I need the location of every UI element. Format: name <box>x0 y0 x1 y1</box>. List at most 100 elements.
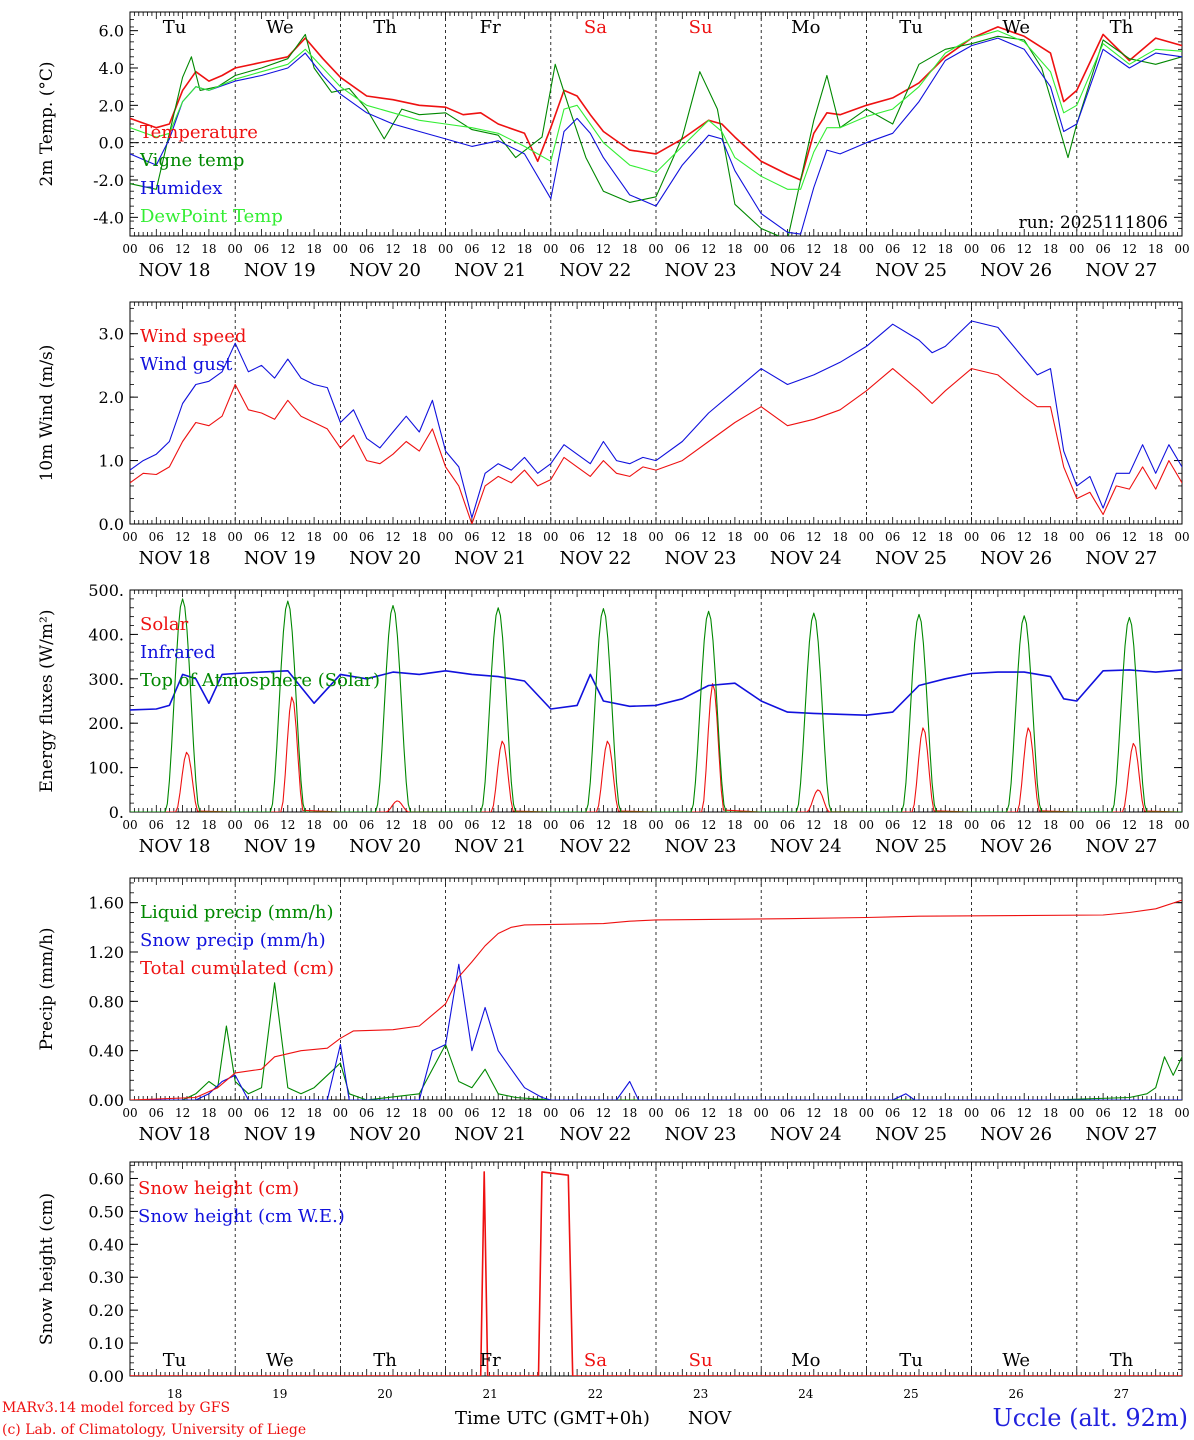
x-hour-tick-label: 00 <box>543 242 558 256</box>
x-hour-tick-label: 12 <box>596 1106 611 1120</box>
x-day-label: NOV 21 <box>454 260 526 281</box>
x-hour-tick-label: 12 <box>175 242 190 256</box>
x-day-label: NOV 18 <box>139 836 211 857</box>
x-hour-tick-label: 06 <box>1095 1106 1110 1120</box>
x-hour-tick-label: 18 <box>517 1106 532 1120</box>
series-line-wind-gust <box>130 320 1182 519</box>
x-hour-tick-label: 18 <box>727 818 742 832</box>
x-hour-tick-label: 12 <box>491 530 506 544</box>
x-hour-tick-label: 12 <box>175 530 190 544</box>
x-hour-tick-label: 06 <box>149 242 164 256</box>
panel-series <box>130 899 1182 1100</box>
x-hour-tick-label: 12 <box>806 530 821 544</box>
x-hour-tick-label: 18 <box>1148 818 1163 832</box>
x-hour-tick-label: 12 <box>385 242 400 256</box>
x-hour-tick-label: 18 <box>201 242 216 256</box>
x-hour-tick-label: 12 <box>175 1106 190 1120</box>
y-axis-label: Snow height (cm) <box>37 1193 57 1345</box>
x-hour-tick-label: 12 <box>806 1106 821 1120</box>
x-hour-tick-label: 06 <box>359 1106 374 1120</box>
weekday-label: We <box>266 17 294 38</box>
y-tick-label: 300. <box>88 670 124 689</box>
y-tick-label: 0.0 <box>99 134 124 153</box>
x-day-label: NOV 19 <box>244 1124 316 1145</box>
x-hour-tick-label: 18 <box>1043 530 1058 544</box>
x-hour-tick-label: 18 <box>622 1106 637 1120</box>
x-hour-tick-label: 00 <box>964 1106 979 1120</box>
y-tick-label: 0.10 <box>88 1334 124 1353</box>
x-hour-tick-label: 06 <box>149 818 164 832</box>
x-day-label: NOV 27 <box>1085 548 1157 569</box>
y-tick-label: 200. <box>88 714 124 733</box>
x-day-number-label: 23 <box>693 1387 708 1401</box>
series-line-liquid-precip-mm-h <box>130 982 1182 1100</box>
x-hour-tick-label: 12 <box>280 1106 295 1120</box>
x-hour-tick-label: 06 <box>569 242 584 256</box>
legend-entry: Vigne temp <box>139 150 244 171</box>
x-day-label: NOV 20 <box>349 1124 421 1145</box>
x-day-label: NOV 22 <box>559 1124 631 1145</box>
x-day-number-label: 22 <box>588 1387 603 1401</box>
x-hour-tick-label: 18 <box>938 818 953 832</box>
x-hour-tick-label: 12 <box>806 818 821 832</box>
x-day-number-label: 20 <box>377 1387 392 1401</box>
weekday-label: Su <box>689 1350 713 1371</box>
x-hour-tick-label: 00 <box>333 530 348 544</box>
x-hour-tick-label: 06 <box>254 242 269 256</box>
y-tick-label: 0.50 <box>88 1202 124 1221</box>
y-tick-label: 3.0 <box>99 325 124 344</box>
x-hour-tick-label: 06 <box>359 530 374 544</box>
x-hour-tick-label: 18 <box>201 818 216 832</box>
legend-entry: Total cumulated (cm) <box>140 958 334 979</box>
weekday-label: Th <box>1110 1350 1134 1371</box>
x-hour-tick-label: 12 <box>491 242 506 256</box>
legend-entry: Infrared <box>140 642 215 663</box>
series-line-vigne-temp <box>130 33 1182 236</box>
footer-credit-text: (c) Lab. of Climatology, University of L… <box>2 1422 306 1438</box>
x-hour-tick-label: 00 <box>438 242 453 256</box>
panel-snow: 0.00 0.10 0.20 0.30 0.40 0.50 0.60 Snow height … <box>37 1161 1183 1401</box>
y-tick-label: 1.0 <box>99 452 124 471</box>
x-day-label: NOV 24 <box>770 836 842 857</box>
y-tick-label: 500. <box>88 581 124 600</box>
x-day-number-label: 19 <box>272 1387 287 1401</box>
y-tick-label: 1.20 <box>88 943 124 962</box>
x-hour-tick-label: 00 <box>122 242 137 256</box>
weekday-label: Tu <box>899 1350 923 1371</box>
panel-energy: 0. 100. 200. 300. 400. 500. Energy fluxes (W/m… <box>37 581 1190 857</box>
weekday-label: Th <box>373 17 397 38</box>
run-label: run: 2025111806 <box>1019 213 1168 233</box>
x-hour-tick-label: 18 <box>622 530 637 544</box>
x-hour-tick-label: 12 <box>701 530 716 544</box>
x-hour-tick-label: 12 <box>701 242 716 256</box>
y-tick-label: 0.0 <box>99 515 124 534</box>
legend-entry: Snow height (cm) <box>138 1178 299 1199</box>
x-day-number-label: 26 <box>1009 1387 1024 1401</box>
x-day-label: NOV 22 <box>559 836 631 857</box>
legend-entry: Wind gust <box>140 354 233 375</box>
panel-wind: 0.0 1.0 2.0 3.0 10m Wind (m/s) Wind speed Wind… <box>37 301 1190 569</box>
y-tick-label: 0.40 <box>88 1235 124 1254</box>
meteogram-plot-area: -4.0 -2.0 0.0 2.0 4.0 6.0 2m Temp. (°C) Tempera… <box>37 11 1190 1401</box>
x-hour-tick-label: 18 <box>727 530 742 544</box>
x-hour-tick-label: 18 <box>201 530 216 544</box>
x-hour-tick-label: 18 <box>517 530 532 544</box>
x-hour-tick-label: 06 <box>780 242 795 256</box>
x-hour-tick-label: 00 <box>333 818 348 832</box>
x-hour-tick-label: 18 <box>938 530 953 544</box>
x-hour-tick-label: 00 <box>228 1106 243 1120</box>
x-hour-tick-label: 18 <box>517 242 532 256</box>
x-hour-tick-label: 00 <box>859 818 874 832</box>
x-day-label: NOV 23 <box>665 836 737 857</box>
x-hour-tick-label: 06 <box>464 530 479 544</box>
x-hour-tick-label: 06 <box>885 818 900 832</box>
x-day-label: NOV 27 <box>1085 836 1157 857</box>
x-hour-tick-label: 12 <box>385 1106 400 1120</box>
weekday-label: Fr <box>480 17 501 38</box>
x-hour-tick-label: 12 <box>701 1106 716 1120</box>
panel-series <box>130 598 1182 812</box>
x-day-label: NOV 25 <box>875 836 947 857</box>
x-hour-tick-label: 18 <box>412 818 427 832</box>
legend-entry: Snow precip (mm/h) <box>140 930 326 951</box>
